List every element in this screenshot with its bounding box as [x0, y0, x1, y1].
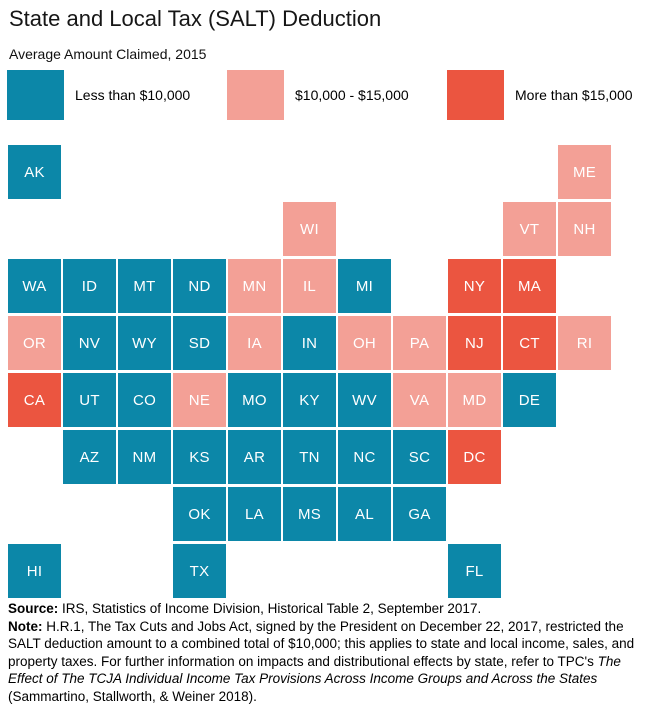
state-tile-nj: NJ — [448, 316, 501, 370]
state-tile-in: IN — [283, 316, 336, 370]
note-citation-title: The Effect of The TCJA Individual Income… — [8, 653, 621, 687]
legend-label: More than $15,000 — [515, 87, 633, 103]
state-tile-ga: GA — [393, 487, 446, 541]
state-tile-ms: MS — [283, 487, 336, 541]
legend-label: $10,000 - $15,000 — [295, 87, 409, 103]
state-tile-vt: VT — [503, 202, 556, 256]
state-tile-mn: MN — [228, 259, 281, 313]
legend-label: Less than $10,000 — [75, 87, 191, 103]
state-tile-va: VA — [393, 373, 446, 427]
state-tile-tn: TN — [283, 430, 336, 484]
state-tile-pa: PA — [393, 316, 446, 370]
state-tile-sc: SC — [393, 430, 446, 484]
state-tile-tx: TX — [173, 544, 226, 598]
chart-subtitle: Average Amount Claimed, 2015 — [9, 46, 207, 62]
legend-item-less-than-10000: Less than $10,000 — [7, 70, 190, 120]
state-tile-wi: WI — [283, 202, 336, 256]
state-tile-sd: SD — [173, 316, 226, 370]
state-tile-me: ME — [558, 145, 611, 199]
state-tile-ky: KY — [283, 373, 336, 427]
state-tile-id: ID — [63, 259, 116, 313]
legend-swatch-teal — [7, 70, 64, 120]
state-tile-ak: AK — [8, 145, 61, 199]
state-tile-ks: KS — [173, 430, 226, 484]
state-tile-nd: ND — [173, 259, 226, 313]
state-tile-mo: MO — [228, 373, 281, 427]
footer-notes: Source: IRS, Statistics of Income Divisi… — [8, 600, 644, 706]
state-tile-or: OR — [8, 316, 61, 370]
state-tile-nv: NV — [63, 316, 116, 370]
page-title: State and Local Tax (SALT) Deduction — [9, 6, 382, 31]
state-tile-il: IL — [283, 259, 336, 313]
legend-swatch-pink — [227, 70, 284, 120]
state-tile-ny: NY — [448, 259, 501, 313]
state-tile-dc: DC — [448, 430, 501, 484]
state-tile-mt: MT — [118, 259, 171, 313]
state-tile-fl: FL — [448, 544, 501, 598]
note-block: Note: H.R.1, The Tax Cuts and Jobs Act, … — [8, 618, 635, 704]
legend-item-more-than-15000: More than $15,000 — [447, 70, 633, 120]
state-tile-ca: CA — [8, 373, 61, 427]
state-tile-nm: NM — [118, 430, 171, 484]
state-tile-hi: HI — [8, 544, 61, 598]
state-tile-ri: RI — [558, 316, 611, 370]
state-tile-nc: NC — [338, 430, 391, 484]
state-tile-ma: MA — [503, 259, 556, 313]
state-tile-al: AL — [338, 487, 391, 541]
state-tile-ut: UT — [63, 373, 116, 427]
state-tile-mi: MI — [338, 259, 391, 313]
state-tile-ct: CT — [503, 316, 556, 370]
note-label: Note: — [8, 618, 43, 634]
state-tile-wv: WV — [338, 373, 391, 427]
state-tile-md: MD — [448, 373, 501, 427]
state-tile-ok: OK — [173, 487, 226, 541]
state-tile-co: CO — [118, 373, 171, 427]
state-tile-grid: AK ME WI VT NH WA ID MT ND MN IL MI NY MA OR NV WY SD IA IN… — [8, 145, 611, 598]
state-tile-wy: WY — [118, 316, 171, 370]
legend-swatch-red — [447, 70, 504, 120]
legend: Less than $10,000 $10,000 - $15,000 More… — [0, 70, 647, 120]
state-tile-nh: NH — [558, 202, 611, 256]
source-label: Source: — [8, 601, 59, 616]
state-tile-az: AZ — [63, 430, 116, 484]
source-line: Source: IRS, Statistics of Income Divisi… — [8, 601, 482, 616]
state-tile-la: LA — [228, 487, 281, 541]
state-tile-ia: IA — [228, 316, 281, 370]
state-tile-oh: OH — [338, 316, 391, 370]
state-tile-ne: NE — [173, 373, 226, 427]
state-tile-ar: AR — [228, 430, 281, 484]
state-tile-de: DE — [503, 373, 556, 427]
legend-item-10000-15000: $10,000 - $15,000 — [227, 70, 409, 120]
state-tile-wa: WA — [8, 259, 61, 313]
